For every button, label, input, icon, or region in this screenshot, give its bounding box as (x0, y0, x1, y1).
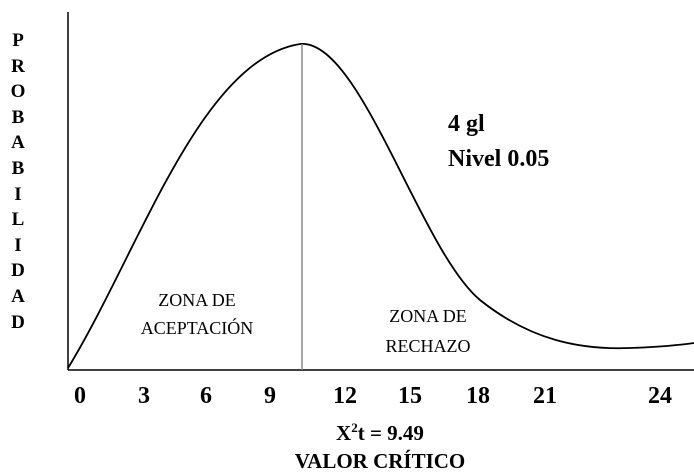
x-tick-label: 9 (264, 383, 276, 409)
x-tick-label: 12 (333, 383, 357, 409)
x-tick-label: 24 (648, 383, 672, 409)
zone-label: RECHAZO (386, 336, 471, 356)
y-axis-label: PROBABILIDAD (10, 30, 26, 333)
zone-label: ZONA DE (158, 290, 236, 310)
zone-label: ACEPTACIÓN (141, 317, 254, 338)
x-tick-label: 6 (200, 383, 212, 409)
x-tick-label: 18 (466, 383, 490, 409)
level-label: Nivel 0.05 (448, 146, 549, 172)
zone-label: ZONA DE (389, 306, 467, 326)
symbol: X (336, 421, 351, 445)
critical-text: t = 9.49 (358, 421, 424, 445)
superscript: 2 (351, 420, 358, 435)
x-tick-label: 0 (74, 383, 86, 409)
df-label: 4 gl (448, 111, 485, 137)
critical-value: X2t = 9.49 (336, 420, 424, 445)
x-tick-label: 15 (398, 383, 422, 409)
x-tick-label: 21 (533, 383, 557, 409)
critical-caption: VALOR CRÍTICO (295, 449, 466, 473)
x-tick-label: 3 (138, 383, 150, 409)
curve (67, 43, 694, 369)
